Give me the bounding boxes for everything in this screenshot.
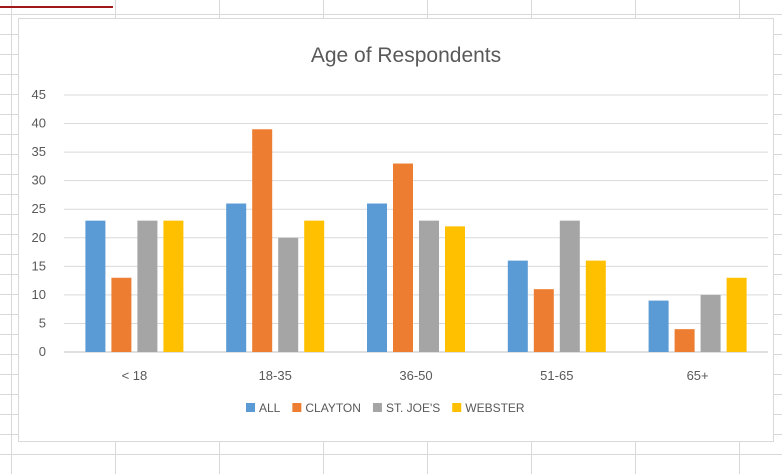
bar — [419, 220, 439, 352]
legend-label: CLAYTON — [305, 401, 361, 415]
x-tick-label: 65+ — [687, 368, 709, 383]
bar — [648, 300, 669, 352]
x-tick-label: 36-50 — [399, 368, 432, 383]
y-tick-label: 25 — [32, 201, 46, 216]
bar — [163, 220, 184, 352]
y-tick-label: 5 — [39, 315, 46, 330]
legend-label: ALL — [259, 401, 281, 415]
bar — [278, 237, 299, 352]
x-tick-label: < 18 — [122, 368, 148, 383]
bar — [304, 220, 325, 352]
x-tick-label: 51-65 — [540, 368, 573, 383]
x-tick-label: 18-35 — [259, 368, 292, 383]
bar — [674, 329, 695, 352]
cell-selection-indicator — [0, 6, 113, 8]
bar — [393, 163, 413, 352]
y-tick-label: 45 — [32, 87, 46, 102]
bar — [445, 226, 465, 352]
bar — [367, 203, 387, 352]
x-axis-labels: < 18 18-35 36-50 51-65 65+ — [122, 368, 709, 383]
bar — [85, 220, 106, 352]
chart-title: Age of Respondents — [311, 44, 501, 67]
bar — [507, 260, 528, 352]
bar — [137, 220, 158, 352]
legend: ALL CLAYTON ST. JOE'S WEBSTER — [246, 401, 525, 415]
bar — [700, 294, 721, 352]
bar — [585, 260, 606, 352]
y-tick-label: 30 — [32, 173, 46, 188]
legend-swatch — [246, 403, 255, 412]
bar — [726, 277, 747, 352]
y-tick-label: 35 — [32, 144, 46, 159]
y-tick-label: 20 — [32, 230, 46, 245]
legend-label: ST. JOE'S — [386, 401, 440, 415]
bar — [226, 203, 247, 352]
bar — [533, 289, 554, 352]
legend-label: WEBSTER — [465, 401, 525, 415]
y-tick-label: 40 — [32, 116, 46, 131]
bar — [252, 129, 273, 352]
y-axis-labels: 0 5 10 15 20 25 30 35 40 45 — [32, 87, 46, 359]
bar — [559, 220, 580, 352]
y-tick-label: 10 — [32, 287, 46, 302]
y-tick-label: 0 — [39, 344, 46, 359]
bar-series — [85, 129, 747, 352]
y-tick-label: 15 — [32, 258, 46, 273]
legend-swatch — [372, 403, 382, 412]
legend-swatch — [452, 403, 462, 412]
bar — [111, 277, 132, 352]
legend-swatch — [292, 403, 302, 412]
